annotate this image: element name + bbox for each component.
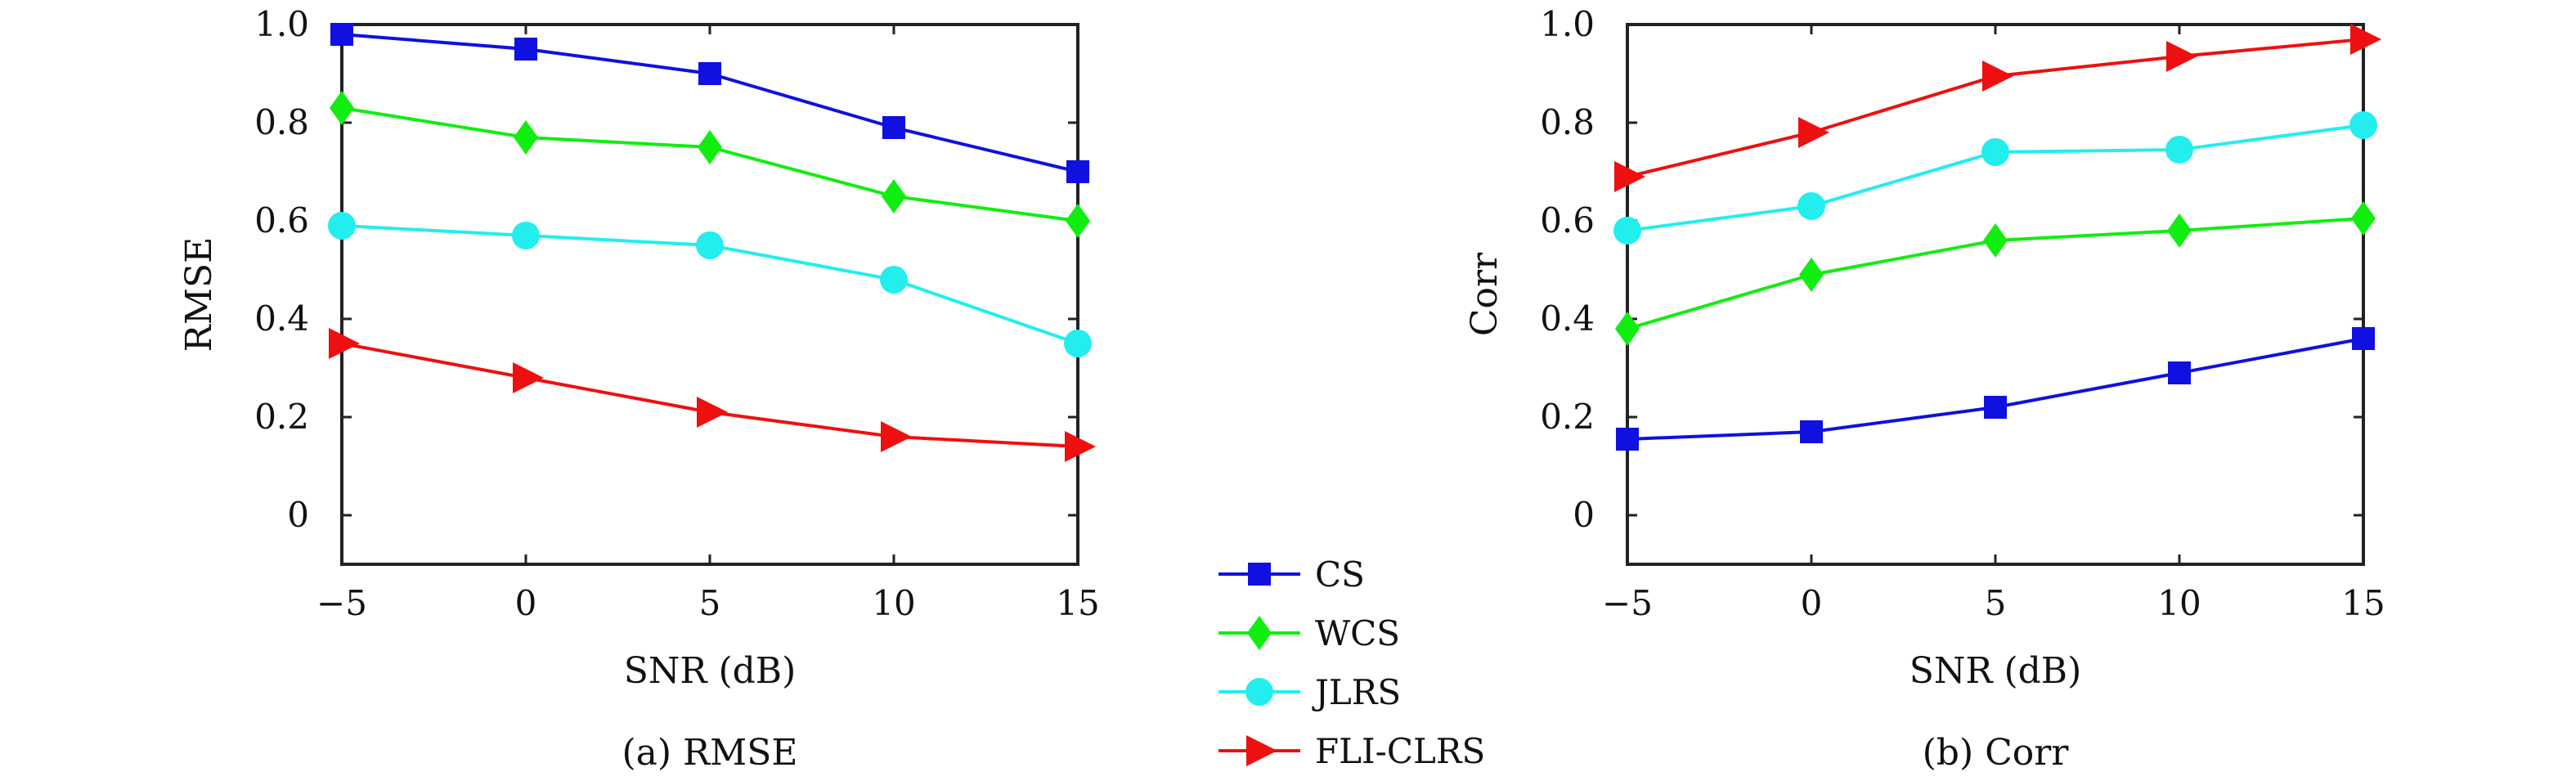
point-fli-clrs [1798, 117, 1829, 148]
point-cs [1800, 420, 1823, 443]
point-jlrs [880, 266, 908, 294]
point-jlrs [2349, 111, 2377, 139]
legend: CS WCS JLRS FLI-CLRS [1218, 554, 1485, 771]
caption-rmse: (a) RMSE [622, 732, 798, 774]
y-tick-label: 0.8 [1540, 102, 1595, 142]
x-axis-title-corr: SNR (dB) [1910, 650, 2082, 692]
y-tick-label: 0.2 [254, 397, 309, 437]
point-fli-clrs [1065, 431, 1096, 462]
point-wcs [1983, 223, 2008, 258]
y-tick-label: 0.8 [254, 102, 309, 142]
y-tick-label: 0.6 [1540, 200, 1595, 240]
point-fli-clrs [513, 362, 544, 393]
point-fli-clrs [1614, 161, 1645, 192]
point-cs [698, 62, 721, 85]
point-cs [514, 38, 537, 61]
caption-corr: (b) Corr [1923, 732, 2070, 774]
x-tick-label: 10 [2157, 583, 2201, 623]
point-jlrs [512, 222, 540, 249]
point-cs [1066, 160, 1089, 183]
legend-marker-wcs [1247, 616, 1272, 650]
x-tick-label: −5 [316, 583, 367, 623]
legend-marker-fli-clrs [1246, 735, 1277, 766]
legend-label-jlrs: JLRS [1312, 672, 1401, 712]
axes-frame-corr [1626, 23, 2365, 566]
point-fli-clrs [329, 328, 360, 359]
point-cs [1616, 428, 1639, 451]
y-tick-label: 0.6 [254, 200, 309, 240]
legend-label-wcs: WCS [1315, 613, 1400, 653]
y-tick-label: 0.4 [254, 298, 309, 339]
y-tick-label: 0.4 [1540, 298, 1595, 339]
point-fli-clrs [697, 397, 728, 428]
point-wcs [514, 120, 538, 155]
point-wcs [1615, 312, 1640, 346]
y-tick-label: 1.0 [254, 4, 309, 44]
axes-frame-rmse [340, 23, 1079, 566]
point-jlrs [328, 212, 356, 240]
point-wcs [1799, 258, 1824, 292]
point-cs [1984, 396, 2007, 419]
point-wcs [1066, 204, 1090, 238]
point-wcs [330, 91, 354, 125]
series-line-cs [1627, 337, 2364, 441]
series-line-fli-clrs [341, 342, 1079, 448]
point-fli-clrs [881, 421, 912, 452]
y-tick-label: 0 [1573, 495, 1595, 535]
point-jlrs [1613, 217, 1641, 245]
panel-corr: −5 0 5 10 15 0 0.2 0.4 0.6 0.8 1.0 SNR (dB) Corr (b) … [1464, 4, 2385, 774]
y-tick-label: 1.0 [1540, 4, 1595, 44]
x-tick-label: 10 [872, 583, 915, 623]
point-cs [330, 23, 353, 46]
point-cs [2168, 361, 2191, 384]
x-axis-title-rmse: SNR (dB) [624, 650, 797, 692]
x-tick-label: 5 [1985, 583, 2007, 623]
point-jlrs [1981, 138, 2009, 166]
point-cs [2352, 327, 2375, 350]
x-tick-label: 15 [2341, 583, 2385, 623]
point-wcs [698, 130, 722, 164]
legend-label-cs: CS [1315, 554, 1365, 595]
y-tick-label: 0.2 [1540, 397, 1595, 437]
x-tick-label: 15 [1056, 583, 1099, 623]
point-wcs [882, 179, 906, 213]
point-wcs [2167, 213, 2192, 248]
x-tick-label: 5 [699, 583, 721, 623]
panel-rmse: −5 0 5 10 15 0 0.2 0.4 0.6 0.8 1.0 SNR (dB) RMSE (a) … [178, 4, 1100, 774]
y-axis-title-rmse: RMSE [178, 237, 220, 352]
point-fli-clrs [1982, 61, 2013, 92]
x-tick-label: 0 [1801, 583, 1823, 623]
point-wcs [2351, 201, 2376, 236]
point-fli-clrs [2166, 41, 2197, 72]
legend-marker-cs [1248, 563, 1271, 586]
y-axis-title-corr: Corr [1464, 252, 1506, 336]
y-tick-label: 0 [287, 495, 309, 535]
legend-marker-jlrs [1245, 678, 1273, 706]
x-tick-label: −5 [1602, 583, 1653, 623]
legend-label-fli-clrs: FLI-CLRS [1315, 731, 1485, 771]
point-cs [882, 116, 905, 139]
point-fli-clrs [2350, 24, 2381, 55]
point-jlrs [1797, 192, 1825, 220]
point-jlrs [696, 231, 724, 259]
x-tick-label: 0 [515, 583, 537, 623]
point-jlrs [2165, 136, 2193, 164]
point-jlrs [1064, 330, 1092, 357]
